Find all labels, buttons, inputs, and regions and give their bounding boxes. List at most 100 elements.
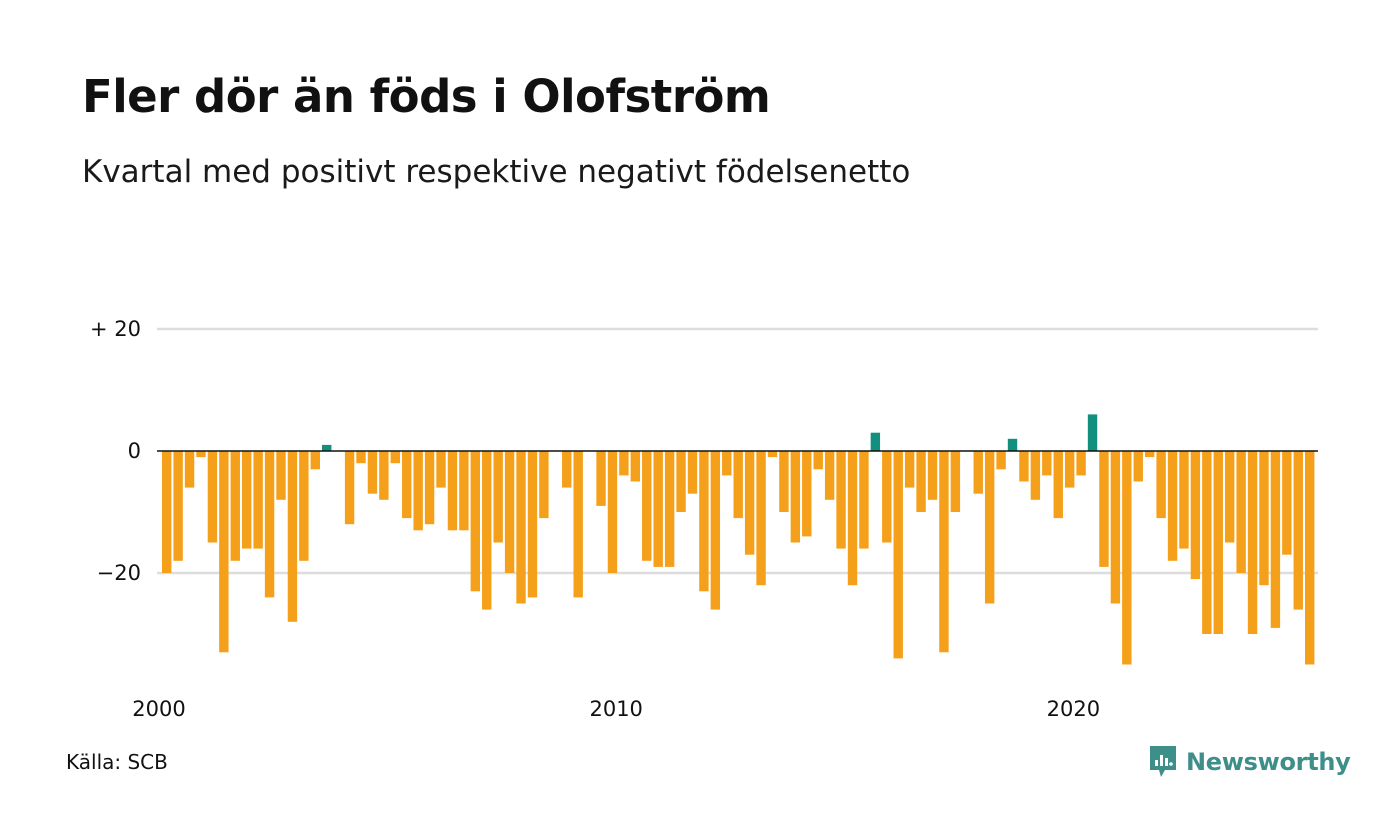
source-note: Källa: SCB bbox=[66, 750, 168, 774]
bar-negative bbox=[299, 451, 309, 561]
bar-negative bbox=[767, 451, 778, 458]
bar-negative bbox=[562, 451, 572, 488]
bar-negative bbox=[1270, 451, 1281, 628]
bar-negative bbox=[1190, 451, 1201, 580]
bar-negative bbox=[710, 451, 721, 610]
bar-negative bbox=[436, 451, 446, 488]
bar-negative bbox=[1213, 451, 1223, 634]
bar-negative bbox=[973, 451, 983, 494]
bar-negative bbox=[1042, 451, 1052, 476]
bar-positive bbox=[322, 444, 332, 451]
bar-negative bbox=[939, 451, 949, 653]
bar-negative bbox=[1259, 451, 1269, 586]
bar-negative bbox=[242, 451, 252, 549]
brand-logo: Newsworthy bbox=[1148, 744, 1351, 780]
bar-negative bbox=[367, 451, 378, 494]
bar-negative bbox=[402, 451, 412, 519]
bar-negative bbox=[219, 451, 229, 653]
bar-negative bbox=[687, 451, 698, 494]
bar-positive bbox=[1007, 438, 1018, 451]
bar-negative bbox=[504, 451, 515, 573]
bar-negative bbox=[779, 451, 789, 512]
bar-negative bbox=[1156, 451, 1166, 519]
bar-negative bbox=[310, 451, 320, 470]
bar-negative bbox=[653, 451, 663, 567]
bar-negative bbox=[287, 451, 298, 622]
bar-negative bbox=[950, 451, 961, 512]
bar-negative bbox=[344, 451, 355, 525]
bar-negative bbox=[1179, 451, 1189, 549]
bar-negative bbox=[1224, 451, 1235, 543]
bar-negative bbox=[1293, 451, 1303, 610]
bar-positive bbox=[870, 432, 881, 451]
bar-negative bbox=[859, 451, 869, 549]
bar-negative bbox=[447, 451, 458, 531]
bar-negative bbox=[1076, 451, 1086, 476]
bar-negative bbox=[790, 451, 801, 543]
bar-negative bbox=[847, 451, 858, 586]
bar-negative bbox=[230, 451, 240, 561]
bar-negative bbox=[1202, 451, 1212, 634]
y-tick-label: −20 bbox=[97, 561, 141, 585]
bar-negative bbox=[1167, 451, 1178, 561]
bar-negative bbox=[699, 451, 709, 592]
bar-negative bbox=[927, 451, 938, 500]
bar-positive bbox=[1087, 414, 1098, 451]
bar-negative bbox=[459, 451, 469, 531]
bar-negative bbox=[642, 451, 652, 561]
brand-name: Newsworthy bbox=[1186, 748, 1351, 776]
bar-negative bbox=[882, 451, 892, 543]
bar-negative bbox=[390, 451, 400, 464]
bar-negative bbox=[276, 451, 286, 500]
bar-negative bbox=[1099, 451, 1109, 567]
bar-negative bbox=[802, 451, 812, 537]
bar-negative bbox=[984, 451, 995, 604]
bar-negative bbox=[1019, 451, 1029, 482]
newsworthy-logo-icon bbox=[1150, 746, 1176, 777]
bar-negative bbox=[573, 451, 583, 598]
bar-negative bbox=[1030, 451, 1041, 500]
bar-negative bbox=[836, 451, 846, 549]
bar-negative bbox=[824, 451, 835, 500]
bar-negative bbox=[379, 451, 389, 500]
bar-negative bbox=[916, 451, 926, 512]
bar-negative bbox=[664, 451, 675, 567]
bar-negative bbox=[162, 451, 172, 573]
bar-negative bbox=[424, 451, 435, 525]
bar-negative bbox=[196, 451, 206, 458]
chart-subtitle: Kvartal med positivt respektive negativt… bbox=[82, 154, 911, 190]
y-tick-label: + 20 bbox=[90, 317, 141, 341]
bar-negative bbox=[264, 451, 275, 598]
bar-negative bbox=[904, 451, 915, 488]
x-tick-label: 2010 bbox=[589, 697, 642, 721]
bar-negative bbox=[539, 451, 549, 519]
bar-negative bbox=[1064, 451, 1075, 488]
bar-negative bbox=[253, 451, 263, 549]
bar-negative bbox=[1282, 451, 1292, 555]
bar-negative bbox=[1236, 451, 1246, 573]
bar-negative bbox=[813, 451, 823, 470]
bar-negative bbox=[1053, 451, 1063, 519]
bar-negative bbox=[516, 451, 526, 604]
bar-negative bbox=[619, 451, 629, 476]
bar-negative bbox=[893, 451, 903, 659]
bar-negative bbox=[607, 451, 618, 573]
bars-layer bbox=[162, 414, 1315, 665]
y-tick-label: 0 bbox=[128, 439, 141, 463]
bar-negative bbox=[207, 451, 218, 543]
bar-negative bbox=[1110, 451, 1121, 604]
axis-layer: + 20 0 −20 2000 2010 2020 bbox=[90, 317, 1318, 721]
bar-negative bbox=[744, 451, 755, 555]
bar-negative bbox=[722, 451, 732, 476]
bar-negative bbox=[356, 451, 366, 464]
chart-title: Fler dör än föds i Olofström bbox=[82, 70, 771, 123]
bar-negative bbox=[1305, 451, 1315, 665]
bar-negative bbox=[996, 451, 1006, 470]
bar-negative bbox=[676, 451, 686, 512]
bar-negative bbox=[470, 451, 481, 592]
bar-negative bbox=[630, 451, 641, 482]
bar-negative bbox=[413, 451, 423, 531]
bar-negative bbox=[733, 451, 743, 519]
bar-negative bbox=[184, 451, 195, 488]
